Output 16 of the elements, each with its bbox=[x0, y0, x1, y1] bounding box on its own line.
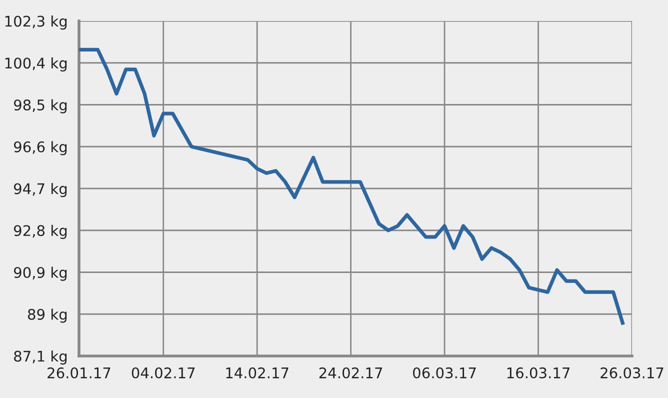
y-tick-label: 102,3 kg bbox=[5, 15, 67, 30]
x-tick-label: 26.03.17 bbox=[600, 367, 664, 378]
y-tick-label: 89 kg bbox=[28, 308, 67, 323]
y-tick-label: 96,6 kg bbox=[14, 141, 67, 156]
x-tick-label: 24.02.17 bbox=[319, 367, 382, 378]
x-tick-label: 06.03.17 bbox=[413, 367, 476, 378]
y-tick-label: 87,1 kg bbox=[14, 350, 67, 365]
x-tick-label: 16.03.17 bbox=[507, 367, 570, 378]
y-tick-label: 90,9 kg bbox=[14, 266, 67, 281]
y-tick-label: 94,7 kg bbox=[14, 182, 67, 198]
y-tick-label: 100,4 kg bbox=[5, 57, 67, 72]
x-tick-label: 04.02.17 bbox=[132, 367, 195, 378]
y-tick-label: 98,5 kg bbox=[14, 99, 67, 114]
x-tick-label: 26.01.17 bbox=[48, 367, 110, 378]
x-tick-label: 14.02.17 bbox=[226, 367, 288, 378]
y-tick-label: 92,8 kg bbox=[14, 224, 67, 239]
